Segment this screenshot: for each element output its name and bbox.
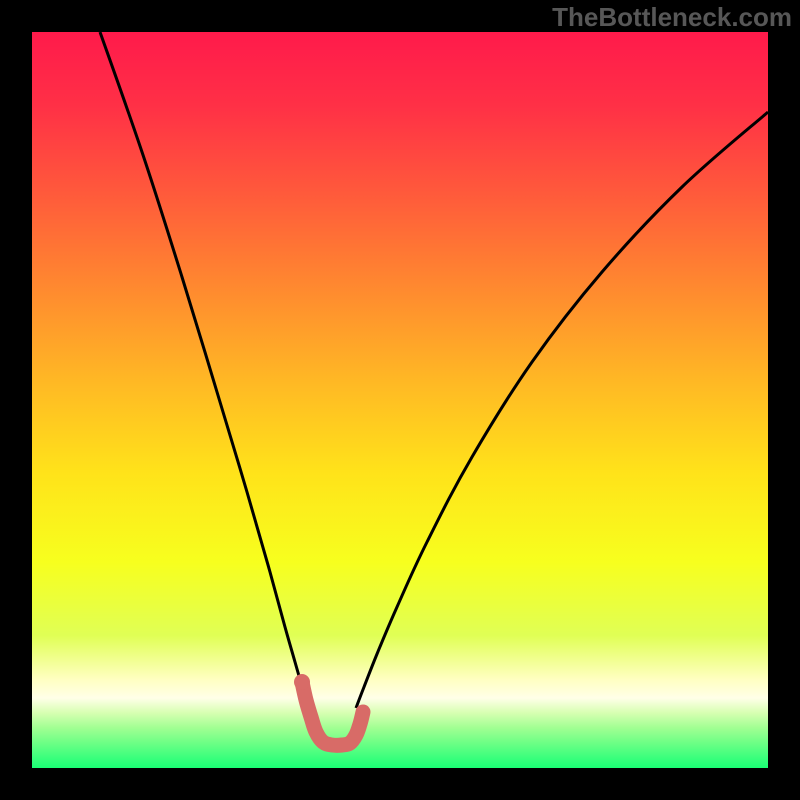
trough-start-dot xyxy=(294,674,310,690)
trough-marker xyxy=(302,682,363,745)
v-curve-right xyxy=(356,112,768,708)
watermark-text: TheBottleneck.com xyxy=(552,2,792,33)
plot-area xyxy=(32,32,768,768)
curves-layer xyxy=(32,32,768,768)
v-curve-left xyxy=(100,32,308,708)
chart-frame: TheBottleneck.com xyxy=(0,0,800,800)
